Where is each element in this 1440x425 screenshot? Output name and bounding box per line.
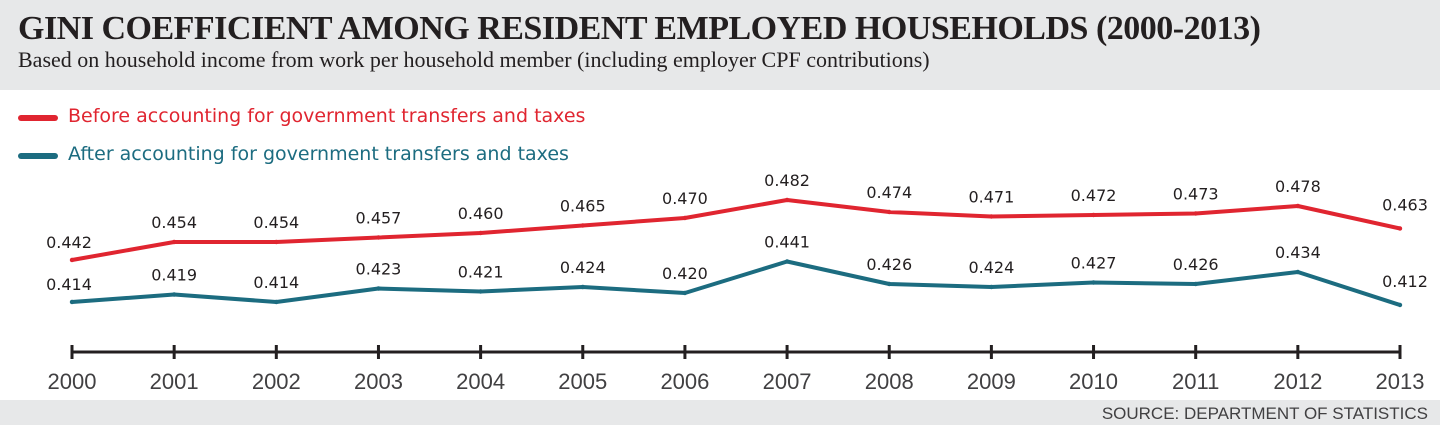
data-point-after-2001 [171,292,177,297]
data-label-after-2008: 0.426 [866,255,912,274]
data-point-after-2005 [580,284,585,290]
data-point-before-2011 [1193,211,1198,216]
data-label-after-2004: 0.421 [458,263,504,282]
data-point-before-2000 [69,257,75,263]
x-tick-label-2006: 2006 [660,369,709,394]
data-label-after-2001: 0.419 [151,266,197,285]
data-label-after-2012: 0.434 [1275,243,1321,262]
legend-item-before: Before accounting for government transfe… [18,103,585,129]
x-tick-label-2008: 2008 [865,369,914,394]
data-point-after-2003 [376,286,381,291]
x-tick-label-2003: 2003 [354,369,403,394]
legend-item-after: After accounting for government transfer… [18,141,569,167]
data-point-before-2007 [784,197,790,203]
data-point-after-2008 [887,281,892,287]
data-label-after-2003: 0.423 [356,260,402,279]
x-tick-label-2013: 2013 [1376,369,1425,394]
x-tick-label-2001: 2001 [150,369,199,394]
data-label-before-2004: 0.460 [458,204,504,223]
data-label-before-2007: 0.482 [764,171,810,190]
x-tick-label-2000: 2000 [48,369,97,394]
data-label-after-2007: 0.441 [764,233,810,252]
data-label-before-2008: 0.474 [866,183,912,202]
data-label-before-2011: 0.473 [1173,185,1219,204]
data-label-before-2003: 0.457 [356,209,402,228]
data-point-after-2007 [784,259,790,264]
data-point-before-2013 [1397,226,1403,231]
chart-subtitle: Based on household income from work per … [18,47,930,72]
data-label-after-2013: 0.412 [1382,272,1428,291]
data-point-after-2004 [478,289,483,294]
data-point-after-2000 [69,299,75,305]
data-label-after-2011: 0.426 [1173,255,1219,274]
x-tick-label-2005: 2005 [558,369,607,394]
data-point-before-2001 [171,239,177,245]
data-point-before-2012 [1295,203,1301,209]
legend-label-after: After accounting for government transfer… [68,143,569,165]
data-label-after-2005: 0.424 [560,258,606,277]
data-point-before-2005 [580,223,585,228]
legend-swatch-after [18,153,58,159]
data-label-after-2006: 0.420 [662,264,708,283]
data-point-before-2004 [478,230,483,236]
x-tick-label-2011: 2011 [1172,369,1219,394]
series-line-before [70,198,1402,262]
data-label-before-2002: 0.454 [253,213,299,232]
data-point-before-2003 [376,235,381,240]
data-point-before-2009 [989,214,994,219]
data-point-after-2009 [989,284,994,290]
data-point-after-2002 [274,299,279,305]
data-label-before-2005: 0.465 [560,197,606,216]
data-label-after-2010: 0.427 [1071,254,1117,273]
data-point-after-2010 [1091,280,1096,285]
legend-label-before: Before accounting for government transfe… [68,105,586,127]
x-tick-label-2012: 2012 [1273,369,1322,394]
data-point-after-2011 [1193,281,1198,287]
x-tick-label-2010: 2010 [1069,369,1118,394]
data-label-after-2009: 0.424 [968,258,1014,277]
data-point-before-2008 [887,209,892,215]
data-point-before-2010 [1091,212,1096,218]
source-note: SOURCE: DEPARTMENT OF STATISTICS [1101,404,1428,423]
chart-title: GINI COEFFICIENT AMONG RESIDENT EMPLOYED… [18,10,1261,47]
data-point-after-2013 [1397,302,1403,308]
legend-swatch-before [18,115,58,121]
x-tick-label-2002: 2002 [252,369,301,394]
data-point-after-2012 [1295,269,1301,275]
footer-band: SOURCE: DEPARTMENT OF STATISTICS [0,400,1440,425]
line-chart: 2000 2001 2002 2003 2004 2005 2006 2007 2008 2009… [46,171,1428,394]
data-label-after-2000: 0.414 [46,275,92,294]
series-line-after [70,259,1402,307]
data-label-before-2012: 0.478 [1275,177,1321,196]
data-label-before-2013: 0.463 [1382,196,1428,215]
x-tick-label-2004: 2004 [456,369,505,394]
data-point-before-2006 [682,215,688,221]
data-label-before-2009: 0.471 [968,188,1014,207]
data-label-before-2010: 0.472 [1071,186,1117,205]
data-label-after-2002: 0.414 [253,273,299,292]
header-band: GINI COEFFICIENT AMONG RESIDENT EMPLOYED… [0,0,1440,90]
data-label-before-2001: 0.454 [151,213,197,232]
x-tick-label-2009: 2009 [967,369,1016,394]
data-label-before-2006: 0.470 [662,189,708,208]
data-point-after-2006 [682,290,688,296]
data-label-before-2000: 0.442 [46,233,92,252]
x-tick-label-2007: 2007 [763,369,812,394]
data-point-before-2002 [274,239,279,245]
